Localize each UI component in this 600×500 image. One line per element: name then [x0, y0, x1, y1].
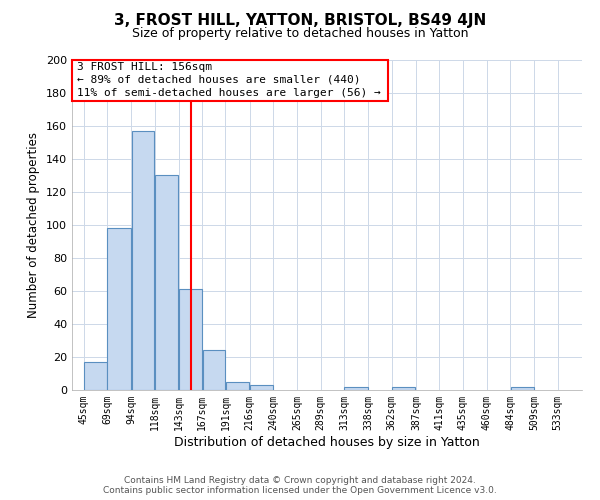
Bar	[155, 176, 178, 390]
X-axis label: Distribution of detached houses by size in Yatton: Distribution of detached houses by size …	[174, 436, 480, 448]
Text: Size of property relative to detached houses in Yatton: Size of property relative to detached ho…	[132, 28, 468, 40]
Text: 3, FROST HILL, YATTON, BRISTOL, BS49 4JN: 3, FROST HILL, YATTON, BRISTOL, BS49 4JN	[114, 12, 486, 28]
Text: 11% of semi-detached houses are larger (56) →: 11% of semi-detached houses are larger (…	[77, 88, 381, 98]
Y-axis label: Number of detached properties: Number of detached properties	[28, 132, 40, 318]
Bar	[511, 386, 534, 390]
Bar	[131, 131, 154, 390]
Text: Contains HM Land Registry data © Crown copyright and database right 2024.
Contai: Contains HM Land Registry data © Crown c…	[103, 476, 497, 495]
FancyBboxPatch shape	[72, 60, 388, 101]
Bar	[250, 385, 272, 390]
Text: 3 FROST HILL: 156sqm: 3 FROST HILL: 156sqm	[77, 62, 212, 72]
Bar	[344, 386, 368, 390]
Bar	[179, 290, 202, 390]
Text: ← 89% of detached houses are smaller (440): ← 89% of detached houses are smaller (44…	[77, 75, 361, 85]
Bar	[392, 386, 415, 390]
Bar	[84, 362, 107, 390]
Bar	[107, 228, 131, 390]
Bar	[203, 350, 225, 390]
Bar	[226, 382, 250, 390]
